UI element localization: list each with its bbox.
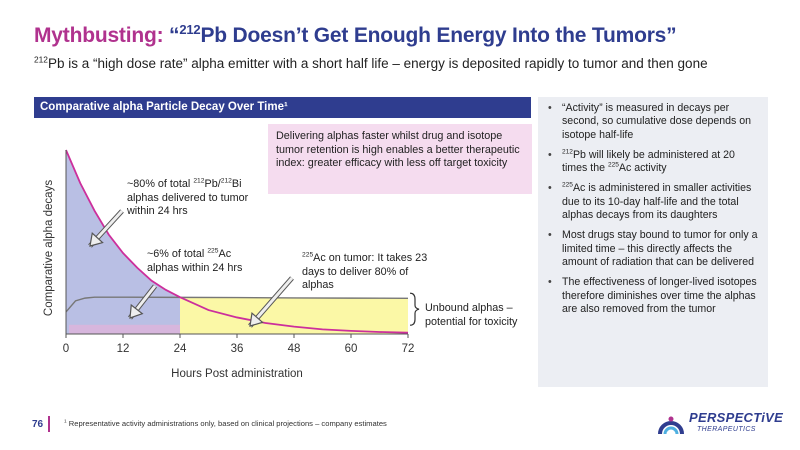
ac-tumor-text-2: days to deliver 80% of bbox=[302, 265, 409, 278]
ac-callout-text-2: Ac bbox=[218, 248, 232, 260]
logo-mark-icon bbox=[658, 416, 684, 435]
page-number: 76 bbox=[32, 419, 44, 430]
y-axis-label: Comparative alpha decays bbox=[43, 180, 55, 316]
bullet-4-text: Most drugs stay bound to tumor for only … bbox=[562, 229, 758, 268]
footnote-marker: 1 bbox=[64, 418, 67, 424]
x-tick-label: 12 bbox=[117, 343, 130, 355]
title-prefix: Mythbusting: bbox=[34, 24, 170, 47]
pb-callout-text-4: alphas delivered to tumor bbox=[127, 191, 249, 204]
pb-callout-sup-2: 212 bbox=[220, 177, 232, 185]
pb-callout-text-3: Bi bbox=[231, 178, 242, 190]
bullet-item: “Activity” is measured in decays per sec… bbox=[548, 102, 762, 142]
page-subtitle: 212Pb is a “high dose rate” alpha emitte… bbox=[34, 54, 708, 71]
unbound-callout: Unbound alphas – potential for toxicity bbox=[425, 302, 517, 329]
x-tick-label: 60 bbox=[345, 343, 358, 355]
pb-callout-arrow bbox=[88, 209, 124, 248]
chart-axes: 0 12 24 36 48 60 72 bbox=[63, 150, 420, 355]
bullet-3-text: Ac is administered in smaller activities… bbox=[562, 182, 752, 222]
ac-callout: ~6% of total 225Ac alphas within 24 hrs bbox=[147, 248, 242, 275]
chart-panel-header: Comparative alpha Particle Decay Over Ti… bbox=[34, 97, 531, 118]
pb-callout-sup-1: 212 bbox=[193, 177, 205, 185]
unbound-bracket bbox=[409, 292, 420, 326]
bullet-item: 212Pb will likely be administered at 20 … bbox=[548, 148, 762, 176]
bullet-2-sup-2: 225 bbox=[607, 161, 619, 169]
unbound-text-2: potential for toxicity bbox=[425, 315, 518, 328]
bullets-panel: “Activity” is measured in decays per sec… bbox=[538, 97, 768, 387]
x-tick-label: 36 bbox=[231, 343, 244, 355]
ac-tumor-text-1: Ac on tumor: It takes 23 bbox=[313, 252, 428, 264]
ac-callout-sup: 225 bbox=[207, 247, 219, 255]
callout-arrows bbox=[88, 209, 294, 328]
bullet-2-text-1: Pb will likely be administered at 20 tim… bbox=[562, 148, 735, 175]
logo-subtitle: THERAPEUTICS bbox=[697, 426, 756, 433]
unbound-area bbox=[180, 297, 408, 334]
x-tick-label: 0 bbox=[63, 343, 69, 355]
bullet-2-text-2: Ac activity bbox=[618, 162, 667, 175]
bullet-5-text: The effectiveness of longer-lived isotop… bbox=[562, 276, 757, 315]
pb-callout-text-2: Pb/ bbox=[204, 178, 221, 190]
pb-callout-arrow-head bbox=[89, 231, 104, 247]
bullet-list: “Activity” is measured in decays per sec… bbox=[538, 97, 768, 316]
bullet-3-sup: 225 bbox=[562, 181, 573, 189]
title-superscript: 212 bbox=[179, 22, 201, 37]
ac-tumor-sup: 225 bbox=[302, 251, 314, 259]
subtitle-superscript: 212 bbox=[34, 54, 48, 65]
ac-tumor-arrow-head bbox=[249, 311, 264, 327]
title-main: Pb Doesn’t Get Enough Energy Into the Tu… bbox=[200, 24, 677, 47]
x-axis-label: Hours Post administration bbox=[171, 368, 303, 380]
x-tick-label: 72 bbox=[402, 343, 415, 355]
ac-callout-text-1: ~6% of total bbox=[147, 248, 208, 260]
ac-tumor-callout: 225Ac on tumor: It takes 23 days to deli… bbox=[302, 252, 427, 293]
x-tick-label: 24 bbox=[174, 343, 187, 355]
page-title: Mythbusting: “212Pb Doesn’t Get Enough E… bbox=[34, 22, 677, 48]
ac-callout-arrow bbox=[128, 284, 157, 320]
pb-callout-text-1: ~80% of total bbox=[127, 178, 194, 190]
series-lines bbox=[65, 149, 409, 334]
unbound-text-1: Unbound alphas – bbox=[425, 302, 513, 314]
company-logo: PERSPECTiVE THERAPEUTICS bbox=[656, 408, 786, 438]
footnote: 1 Representative activity administration… bbox=[64, 419, 387, 428]
ac-tumor-arrow bbox=[248, 276, 294, 328]
therapeutic-index-note: Delivering alphas faster whilst drug and… bbox=[268, 124, 532, 194]
logo-wordmark: PERSPECTiVE bbox=[689, 410, 784, 425]
title-quote-open: “ bbox=[169, 24, 180, 47]
pb-callout: ~80% of total 212Pb/212Bi alphas deliver… bbox=[127, 178, 248, 219]
footnote-text: Representative activity administrations … bbox=[66, 419, 387, 428]
x-tick-label: 48 bbox=[288, 343, 301, 355]
bullet-item: 225Ac is administered in smaller activit… bbox=[548, 181, 762, 222]
subtitle-text: Pb is a “high dose rate” alpha emitter w… bbox=[47, 56, 708, 71]
bullet-2-sup-1: 212 bbox=[562, 148, 573, 156]
pb-callout-text-5: within 24 hrs bbox=[127, 205, 188, 217]
bullet-item: Most drugs stay bound to tumor for only … bbox=[548, 229, 762, 269]
ac-225-line bbox=[65, 296, 409, 313]
ac-tumor-text-3: alphas bbox=[302, 279, 334, 291]
ac-callout-text-3: alphas within 24 hrs bbox=[147, 261, 243, 274]
bullet-item: The effectiveness of longer-lived isotop… bbox=[548, 276, 762, 316]
footer-divider bbox=[48, 416, 50, 432]
ac-callout-arrow-head bbox=[129, 303, 144, 319]
bullet-1-text: “Activity” is measured in decays per sec… bbox=[562, 102, 752, 141]
ac-area-24h bbox=[69, 324, 180, 334]
